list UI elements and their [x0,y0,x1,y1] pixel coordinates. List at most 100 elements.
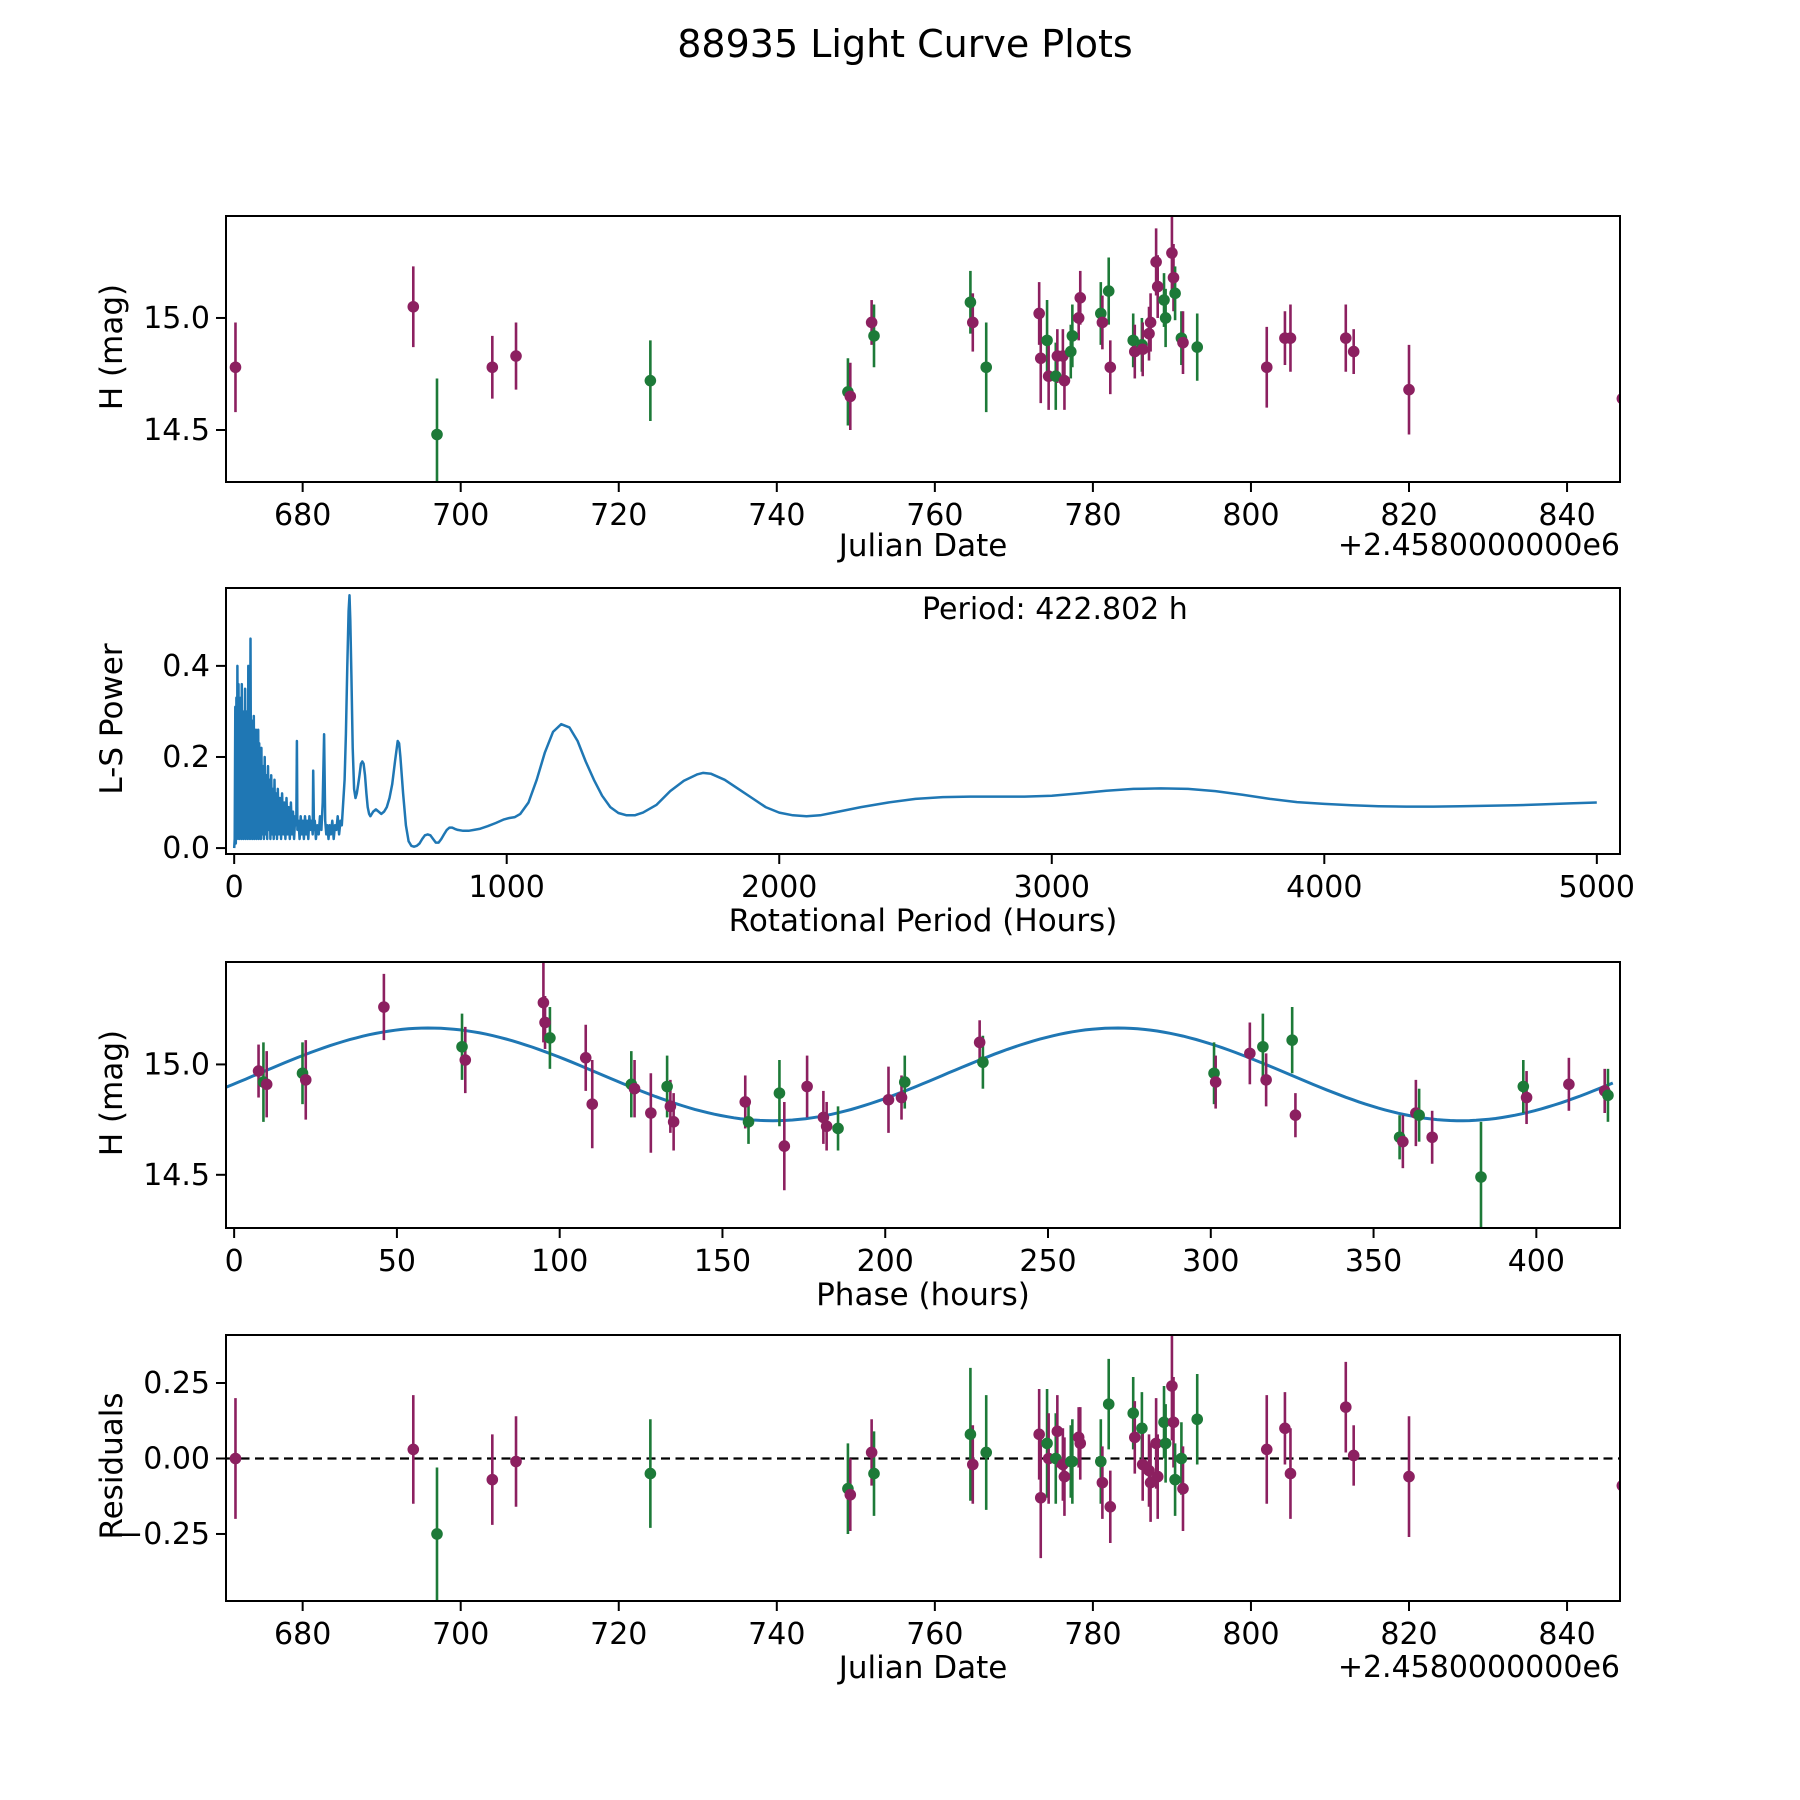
data-point [1520,1091,1533,1104]
data-point [1095,1455,1107,1468]
data-point [1128,1431,1141,1444]
data-point [229,1452,242,1465]
data-point [1347,345,1360,358]
data-point [1279,1422,1291,1435]
data-point [644,374,657,387]
plot-phase: 0 50 100 150 200 250 300 350 400 14.5 15.0 [143,961,1621,1279]
data-point [407,300,420,313]
data-point [980,1446,993,1459]
data-point [1339,1401,1352,1413]
periodogram-ticks: 0 1000 2000 3000 4000 5000 0.0 0.2 0.4 [162,649,1635,905]
data-point [868,1467,880,1480]
periodogram-curve [232,594,1597,849]
data-point [832,1122,844,1135]
data-point [1033,307,1045,320]
data-point [1066,1455,1079,1468]
periodogram-data-area [232,594,1597,849]
data-point [1074,291,1087,304]
data-point [1159,1437,1172,1450]
data-point [1095,307,1107,320]
data-point [895,1091,908,1104]
data-point [773,1087,786,1099]
data-point [456,1040,468,1053]
x-tick-label: 200 [857,1244,914,1279]
x-tick-label: 150 [694,1244,751,1279]
data-point [1339,332,1352,344]
data-point [1058,374,1071,387]
data-point [898,1076,911,1088]
x-tick-label: 680 [274,498,331,533]
x-tick-label: 250 [1019,1244,1076,1279]
data-point [667,1116,680,1128]
plot-periodogram: 0 1000 2000 3000 4000 5000 0.0 0.2 0.4 [162,587,1635,905]
data-point [537,996,550,1009]
data-point [486,361,499,374]
data-point [1517,1080,1530,1093]
data-point [739,1096,752,1108]
lightcurve-error-bars [234,216,1411,482]
data-point [1102,285,1115,297]
data-point [661,1080,673,1093]
phase-data-area [226,962,1614,1228]
data-point [1260,361,1273,374]
x-tick-label: 680 [274,1617,331,1652]
lightcurve-axes-frame [225,215,1621,483]
plot-residuals: 680 700 720 740 760 780 800 820 840 −0.25 0.00 0.25 [118,1334,1621,1652]
periodogram-axes-frame [225,587,1621,855]
lightcurve-data-points [229,247,1620,441]
data-point [1413,1109,1425,1121]
data-point [1166,247,1178,259]
data-point [1041,334,1053,347]
data-point [1136,1422,1148,1435]
data-point [407,1443,420,1456]
y-tick-label: 0.25 [143,1366,210,1401]
plot1-y-axis-label: H (mag) [94,283,130,411]
plot4-x-offset-label: +2.4580000000e6 [1337,1650,1620,1685]
data-point [1143,1464,1155,1477]
plot1-x-axis-label: Julian Date [838,528,1008,564]
x-tick-label: 300 [1182,1244,1239,1279]
phase-axes-frame [225,961,1621,1229]
data-point [1066,330,1079,342]
y-tick-label: 0.2 [162,740,210,775]
plot4-x-axis-label: Julian Date [838,1650,1008,1686]
data-point [1563,1078,1575,1091]
data-point [964,296,977,309]
data-point [1166,1380,1178,1392]
data-point [229,361,242,374]
data-point [817,1111,830,1124]
y-tick-label: 14.5 [143,413,210,448]
data-point [1475,1171,1487,1183]
plot1-x-offset-label: +2.4580000000e6 [1337,528,1620,563]
x-tick-label: 0 [225,1244,244,1279]
data-point [1616,1480,1620,1491]
plot3-x-axis-label: Phase (hours) [816,1277,1030,1313]
data-point [510,1455,522,1468]
data-point [1159,312,1172,324]
data-point [1041,1437,1053,1450]
data-point [1151,280,1164,293]
data-point [1143,327,1155,340]
x-tick-label: 780 [1064,498,1121,533]
x-tick-label: 740 [748,1617,805,1652]
data-point [1397,1135,1409,1148]
data-point [964,1428,977,1441]
data-point [882,1093,895,1106]
data-point [1127,334,1140,347]
data-point [1403,383,1415,396]
x-tick-label: 700 [432,1617,489,1652]
data-point [579,1052,592,1064]
data-point [1144,316,1157,329]
data-point [1169,1473,1181,1486]
data-point [844,1488,857,1501]
plot-lightcurve: 680 700 720 740 760 780 800 820 840 14.5 15.0 [143,215,1621,533]
data-point [1074,1437,1087,1450]
data-point [1096,1476,1109,1489]
data-point [1286,1034,1298,1046]
sine-fit-curve [226,1026,1614,1123]
data-point [628,1082,641,1095]
data-point [510,350,522,362]
data-point [1284,1467,1297,1480]
data-point [1602,1089,1614,1102]
